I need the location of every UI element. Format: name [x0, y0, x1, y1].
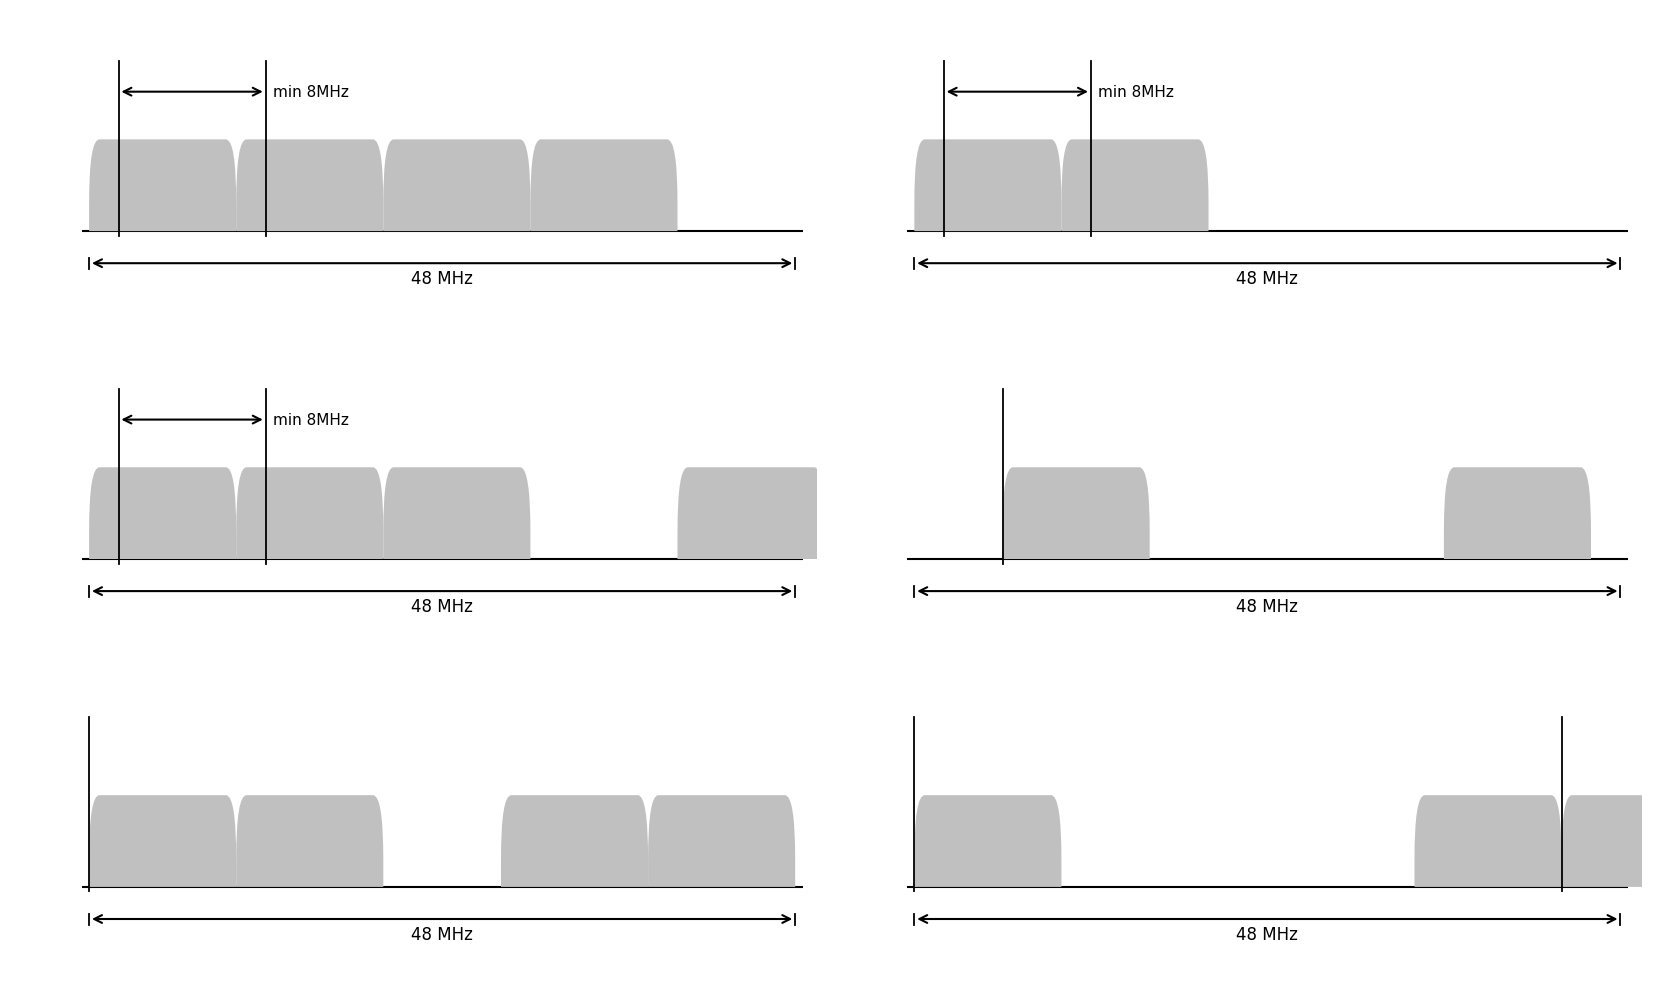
- PathPatch shape: [236, 796, 384, 887]
- PathPatch shape: [1562, 796, 1676, 887]
- PathPatch shape: [501, 796, 649, 887]
- PathPatch shape: [649, 796, 794, 887]
- Text: 48 MHz: 48 MHz: [1237, 925, 1299, 943]
- PathPatch shape: [677, 467, 825, 559]
- PathPatch shape: [236, 467, 384, 559]
- PathPatch shape: [89, 140, 236, 232]
- PathPatch shape: [1415, 796, 1562, 887]
- PathPatch shape: [236, 140, 384, 232]
- PathPatch shape: [1061, 140, 1208, 232]
- Text: 48 MHz: 48 MHz: [411, 597, 473, 615]
- PathPatch shape: [915, 140, 1061, 232]
- Text: 48 MHz: 48 MHz: [1237, 269, 1299, 287]
- Text: min 8MHz: min 8MHz: [1098, 85, 1175, 100]
- Text: 48 MHz: 48 MHz: [411, 925, 473, 943]
- PathPatch shape: [89, 796, 236, 887]
- Text: 48 MHz: 48 MHz: [1237, 597, 1299, 615]
- PathPatch shape: [384, 140, 530, 232]
- Text: min 8MHz: min 8MHz: [273, 85, 349, 100]
- Text: min 8MHz: min 8MHz: [273, 413, 349, 428]
- PathPatch shape: [384, 467, 530, 559]
- PathPatch shape: [1002, 467, 1150, 559]
- Text: 48 MHz: 48 MHz: [411, 269, 473, 287]
- PathPatch shape: [89, 467, 236, 559]
- PathPatch shape: [915, 796, 1061, 887]
- PathPatch shape: [1445, 467, 1591, 559]
- PathPatch shape: [530, 140, 677, 232]
